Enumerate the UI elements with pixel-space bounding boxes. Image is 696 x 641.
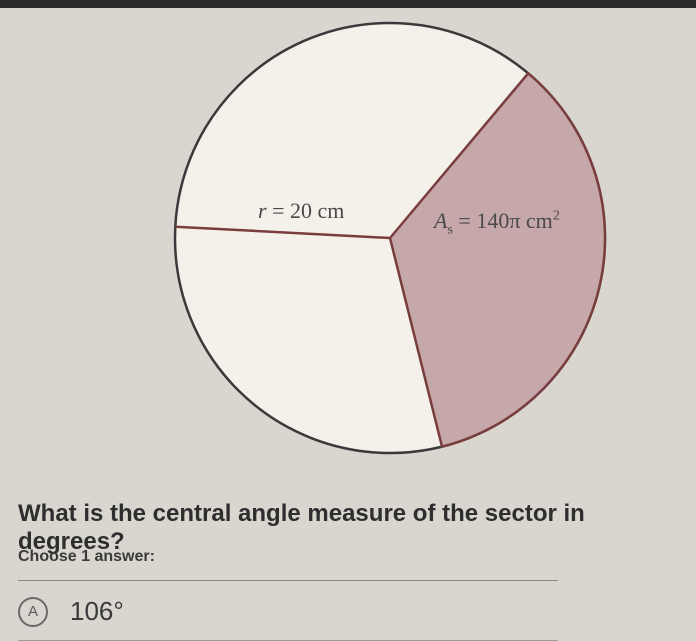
radius-value: 20 cm	[290, 198, 344, 223]
area-sup: 2	[553, 209, 560, 224]
area-var: A	[434, 208, 447, 233]
area-sub: s	[447, 222, 452, 237]
radius-label: r = 20 cm	[258, 198, 344, 224]
choose-prompt: Choose 1 answer:	[18, 548, 155, 566]
area-eq: = 140π cm	[458, 208, 552, 233]
diagram-area: r = 20 cm As = 140π cm2	[0, 8, 696, 488]
answer-letter: A	[28, 603, 38, 620]
divider-top	[18, 580, 558, 581]
sector-diagram-svg	[0, 8, 696, 488]
area-label: As = 140π cm2	[434, 208, 560, 238]
page-container: r = 20 cm As = 140π cm2 What is the cent…	[0, 0, 696, 641]
radius-var: r	[258, 198, 267, 223]
answer-bubble[interactable]: A	[18, 597, 48, 627]
answer-text: 106°	[70, 596, 124, 627]
answer-choice-a[interactable]: A 106°	[18, 596, 558, 627]
radius-eq: =	[272, 198, 290, 223]
